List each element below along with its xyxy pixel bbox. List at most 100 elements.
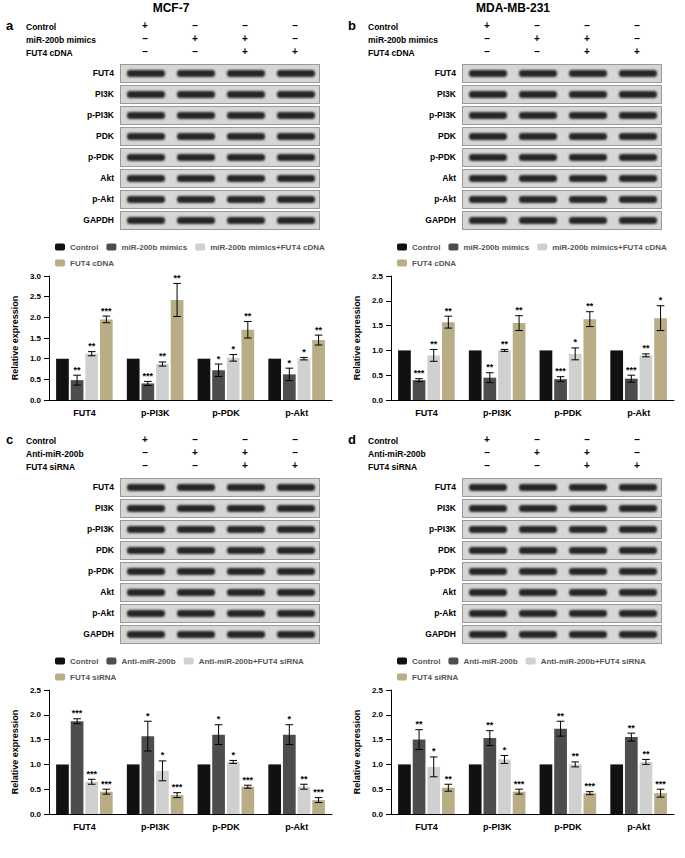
svg-text:***: *** [514,779,525,789]
svg-text:1.5: 1.5 [30,735,42,744]
svg-text:1.0: 1.0 [30,760,42,769]
svg-text:Anti-miR-200b: Anti-miR-200b [121,657,175,666]
svg-text:***: *** [626,365,637,375]
svg-text:*: * [432,746,436,756]
svg-text:Relative expression: Relative expression [10,296,20,381]
svg-text:***: *** [172,782,183,792]
svg-text:Relative expression: Relative expression [352,710,362,795]
svg-text:***: *** [555,366,566,376]
svg-text:***: *** [655,779,666,789]
svg-text:miR-200b mimics+FUT4 cDNA: miR-200b mimics+FUT4 cDNA [210,243,325,252]
svg-text:**: ** [486,362,494,372]
svg-text:***: *** [313,787,324,797]
svg-text:Control: Control [412,657,440,666]
svg-text:Control: Control [412,243,440,252]
svg-text:**: ** [516,305,524,315]
svg-text:2.0: 2.0 [372,710,384,719]
svg-text:Anti-miR-200b+FUT4 siRNA: Anti-miR-200b+FUT4 siRNA [199,657,304,666]
svg-text:*: * [659,295,663,305]
svg-text:*: * [288,714,292,724]
svg-text:***: *** [243,775,254,785]
svg-text:**: ** [74,365,82,375]
svg-text:**: ** [315,325,323,335]
svg-text:2.5: 2.5 [372,272,384,281]
svg-text:*: * [503,745,507,755]
svg-text:**: ** [174,273,182,283]
svg-text:miR-200b mimics+FUT4 cDNA: miR-200b mimics+FUT4 cDNA [552,243,667,252]
svg-text:FUT4: FUT4 [415,822,438,832]
svg-text:p-PI3K: p-PI3K [141,822,170,832]
svg-text:2.0: 2.0 [30,710,42,719]
svg-text:**: ** [486,720,494,730]
svg-text:0.0: 0.0 [30,396,42,405]
svg-text:0.5: 0.5 [372,371,384,380]
svg-text:Relative expression: Relative expression [10,710,20,795]
svg-text:2.0: 2.0 [30,313,42,322]
svg-text:*: * [217,714,221,724]
svg-text:**: ** [586,301,594,311]
svg-text:FUT4: FUT4 [415,408,438,418]
svg-text:miR-200b mimics: miR-200b mimics [463,243,529,252]
svg-text:***: *** [585,781,596,791]
svg-text:p-PI3K: p-PI3K [483,408,512,418]
svg-text:2.0: 2.0 [372,296,384,305]
svg-text:**: ** [572,751,580,761]
svg-text:p-PDK: p-PDK [212,408,240,418]
svg-text:*: * [231,750,235,760]
svg-text:0.5: 0.5 [30,375,42,384]
svg-text:**: ** [501,339,509,349]
svg-text:*: * [288,358,292,368]
svg-text:**: ** [88,341,96,351]
svg-text:3.0: 3.0 [30,272,42,281]
svg-text:1.0: 1.0 [30,354,42,363]
svg-text:1.5: 1.5 [372,321,384,330]
svg-text:p-Akt: p-Akt [285,822,308,832]
svg-text:***: *** [72,708,83,718]
svg-text:**: ** [430,339,438,349]
svg-text:p-PDK: p-PDK [554,822,582,832]
svg-text:0.0: 0.0 [372,810,384,819]
svg-text:0.0: 0.0 [30,810,42,819]
svg-text:***: *** [86,769,97,779]
svg-text:miR-200b mimics: miR-200b mimics [121,243,187,252]
svg-text:p-Akt: p-Akt [627,822,650,832]
svg-text:0.5: 0.5 [30,785,42,794]
svg-text:p-PI3K: p-PI3K [483,822,512,832]
svg-text:1.0: 1.0 [372,760,384,769]
svg-text:0.5: 0.5 [372,785,384,794]
svg-text:1.0: 1.0 [372,346,384,355]
svg-text:FUT4 siRNA: FUT4 siRNA [70,673,116,682]
svg-text:**: ** [557,711,565,721]
svg-text:Anti-miR-200b+FUT4 siRNA: Anti-miR-200b+FUT4 siRNA [541,657,646,666]
svg-text:Anti-miR-200b: Anti-miR-200b [463,657,517,666]
svg-text:FUT4: FUT4 [73,822,96,832]
svg-text:**: ** [445,306,453,316]
svg-text:*: * [302,347,306,357]
svg-text:FUT4 cDNA: FUT4 cDNA [70,259,114,268]
svg-text:p-Akt: p-Akt [285,408,308,418]
svg-text:Control: Control [70,657,98,666]
svg-text:**: ** [628,723,636,733]
svg-text:*: * [231,344,235,354]
svg-text:**: ** [642,343,650,353]
svg-text:**: ** [300,774,308,784]
svg-text:p-Akt: p-Akt [627,408,650,418]
svg-text:*: * [146,711,150,721]
svg-text:FUT4 siRNA: FUT4 siRNA [412,673,458,682]
svg-text:2.5: 2.5 [372,686,384,695]
svg-text:2.5: 2.5 [30,292,42,301]
svg-text:*: * [217,354,221,364]
svg-text:***: *** [101,306,112,316]
svg-text:***: *** [101,779,112,789]
svg-text:**: ** [159,351,167,361]
svg-text:FUT4: FUT4 [73,408,96,418]
svg-text:1.5: 1.5 [372,735,384,744]
svg-text:**: ** [416,719,424,729]
svg-text:Control: Control [70,243,98,252]
svg-text:*: * [161,750,165,760]
svg-text:p-PDK: p-PDK [554,408,582,418]
svg-text:***: *** [143,371,154,381]
svg-text:2.5: 2.5 [30,686,42,695]
svg-text:**: ** [244,311,252,321]
svg-text:p-PDK: p-PDK [212,822,240,832]
